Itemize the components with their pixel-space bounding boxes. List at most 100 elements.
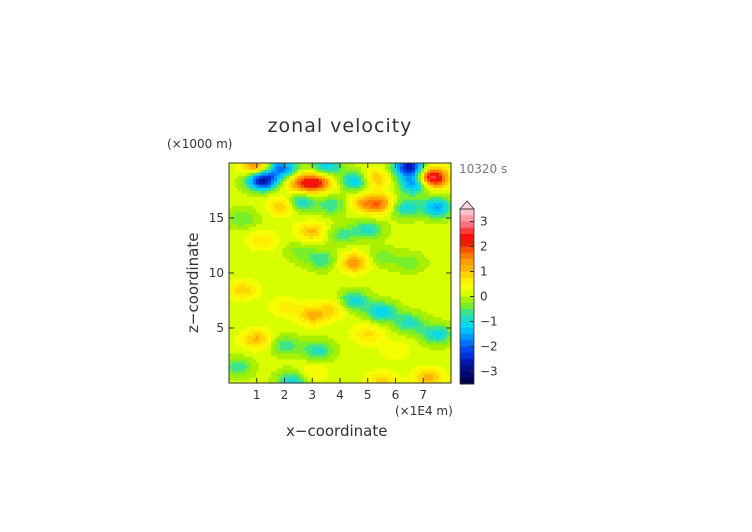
heatmap-cell — [262, 262, 266, 267]
heatmap-cell — [343, 265, 347, 270]
heatmap-cell — [238, 271, 242, 276]
heatmap-cell — [400, 274, 404, 279]
heatmap-cell — [349, 184, 353, 188]
heatmap-cell — [259, 274, 263, 279]
heatmap-cell — [367, 229, 371, 233]
heatmap-cell — [349, 337, 353, 342]
heatmap-cell — [256, 229, 260, 233]
heatmap-cell — [382, 262, 386, 267]
heatmap-cell — [418, 232, 422, 236]
heatmap-cell — [262, 229, 266, 233]
heatmap-cell — [241, 190, 245, 194]
heatmap-cell — [352, 256, 356, 261]
heatmap-cell — [232, 358, 236, 363]
heatmap-cell — [337, 205, 341, 209]
heatmap-cell — [289, 364, 293, 369]
heatmap-cell — [343, 217, 347, 221]
heatmap-cell — [310, 340, 314, 345]
heatmap-cell — [391, 193, 395, 197]
heatmap-cell — [355, 328, 359, 333]
heatmap-cell — [418, 223, 422, 227]
heatmap-cell — [361, 310, 365, 315]
heatmap-cell — [232, 190, 236, 194]
heatmap-cell — [349, 295, 353, 300]
heatmap-cell — [250, 304, 254, 309]
heatmap-cell — [352, 301, 356, 306]
heatmap-cell — [316, 328, 320, 333]
heatmap-cell — [409, 280, 413, 285]
heatmap-cell — [229, 184, 233, 188]
heatmap-cell — [364, 292, 368, 297]
heatmap-cell — [307, 325, 311, 330]
heatmap-cell — [394, 337, 398, 342]
heatmap-cell — [268, 295, 272, 300]
heatmap-cell — [388, 325, 392, 330]
heatmap-cell — [253, 256, 257, 261]
heatmap-cell — [343, 304, 347, 309]
heatmap-cell — [412, 346, 416, 351]
heatmap-cell — [241, 295, 245, 300]
heatmap-cell — [391, 181, 395, 185]
heatmap-cell — [247, 310, 251, 315]
heatmap-cell — [424, 220, 428, 224]
heatmap-cell — [358, 331, 362, 336]
heatmap-cell — [418, 256, 422, 261]
heatmap-cell — [271, 295, 275, 300]
heatmap-cell — [394, 274, 398, 279]
heatmap-cell — [418, 331, 422, 336]
heatmap-cell — [286, 259, 290, 264]
heatmap-cell — [310, 346, 314, 351]
heatmap-cell — [391, 331, 395, 336]
heatmap-cell — [334, 283, 338, 288]
heatmap-cell — [397, 352, 401, 357]
heatmap-cell — [325, 325, 329, 330]
heatmap-cell — [436, 247, 440, 251]
heatmap-cell — [397, 211, 401, 215]
heatmap-cell — [370, 256, 374, 261]
heatmap-cell — [241, 247, 245, 251]
heatmap-cell — [265, 298, 269, 303]
heatmap-cell — [268, 370, 272, 375]
heatmap-cell — [253, 328, 257, 333]
heatmap-cell — [388, 265, 392, 270]
heatmap-cell — [298, 187, 302, 191]
heatmap-cell — [367, 208, 371, 212]
heatmap-cell — [394, 193, 398, 197]
heatmap-cell — [424, 223, 428, 227]
heatmap-cell — [412, 253, 416, 258]
heatmap-cell — [394, 277, 398, 282]
heatmap-cell — [253, 343, 257, 348]
heatmap-cell — [349, 310, 353, 315]
heatmap-cell — [307, 205, 311, 209]
heatmap-cell — [391, 226, 395, 230]
heatmap-cell — [424, 322, 428, 327]
heatmap-cell — [379, 307, 383, 312]
heatmap-cell — [256, 349, 260, 354]
heatmap-cell — [247, 283, 251, 288]
heatmap-cell — [277, 259, 281, 264]
heatmap-cell — [385, 304, 389, 309]
heatmap-cell — [406, 232, 410, 236]
heatmap-cell — [340, 286, 344, 291]
heatmap-cell — [322, 340, 326, 345]
heatmap-cell — [328, 313, 332, 318]
heatmap-cell — [241, 286, 245, 291]
heatmap-cell — [355, 343, 359, 348]
heatmap-cell — [268, 253, 272, 258]
heatmap-cell — [346, 229, 350, 233]
heatmap-cell — [379, 187, 383, 191]
heatmap-cell — [232, 235, 236, 239]
heatmap-cell — [445, 268, 449, 273]
heatmap-cell — [247, 220, 251, 224]
heatmap-cell — [436, 262, 440, 267]
heatmap-cell — [268, 223, 272, 227]
heatmap-cell — [238, 241, 242, 245]
heatmap-cell — [364, 223, 368, 227]
heatmap-cell — [319, 181, 323, 185]
heatmap-cell — [397, 367, 401, 372]
heatmap-cell — [415, 265, 419, 270]
heatmap-cell — [364, 313, 368, 318]
heatmap-cell — [379, 346, 383, 351]
heatmap-cell — [337, 196, 341, 200]
heatmap-cell — [340, 262, 344, 267]
